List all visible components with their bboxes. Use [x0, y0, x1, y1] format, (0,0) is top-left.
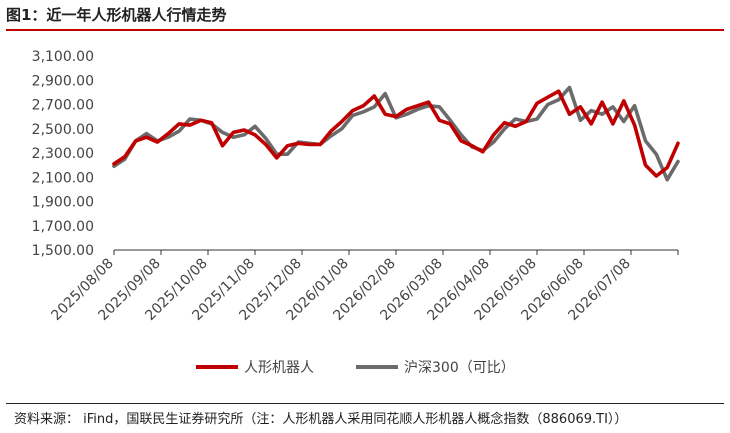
- y-tick-label: 2,100.00: [32, 170, 94, 186]
- y-tick-label: 2,500.00: [32, 122, 94, 138]
- series-layer: [112, 85, 680, 182]
- legend-label: 人形机器人: [244, 360, 314, 376]
- x-axis: 2025/08/082025/09/082025/10/082025/11/08…: [48, 249, 679, 324]
- y-axis: 3,100.00 2,900.00 2,700.00 2,500.00 2,300.00…: [32, 49, 94, 259]
- y-tick-label: 2,900.00: [32, 73, 94, 89]
- y-tick-label: 1,900.00: [32, 195, 94, 211]
- y-tick-label: 2,300.00: [32, 146, 94, 162]
- y-tick-label: 1,500.00: [32, 243, 94, 259]
- y-tick-label: 2,700.00: [32, 98, 94, 114]
- chart-title: 图1：近一年人形机器人行情走势: [6, 6, 227, 24]
- legend: 人形机器人 沪深300（可比）: [196, 360, 515, 376]
- series-line-robot: [112, 89, 680, 178]
- legend-label: 沪深300（可比）: [404, 360, 515, 376]
- title-rule: [6, 29, 724, 31]
- y-tick-label: 3,100.00: [32, 49, 94, 65]
- source-note: 资料来源： iFind，国联民生证券研究所（注：人形机器人采用同花顺人形机器人概…: [14, 412, 628, 427]
- source-rule: [6, 403, 724, 404]
- series-line-hs300: [112, 85, 680, 182]
- y-tick-label: 1,700.00: [32, 219, 94, 235]
